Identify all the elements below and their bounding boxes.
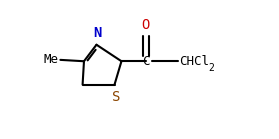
Text: N: N (94, 26, 102, 40)
Text: 2: 2 (208, 63, 214, 73)
Text: C: C (142, 55, 150, 68)
Text: O: O (142, 18, 150, 32)
Text: S: S (112, 90, 120, 104)
Text: Me: Me (43, 53, 58, 66)
Text: CHCl: CHCl (179, 55, 209, 68)
